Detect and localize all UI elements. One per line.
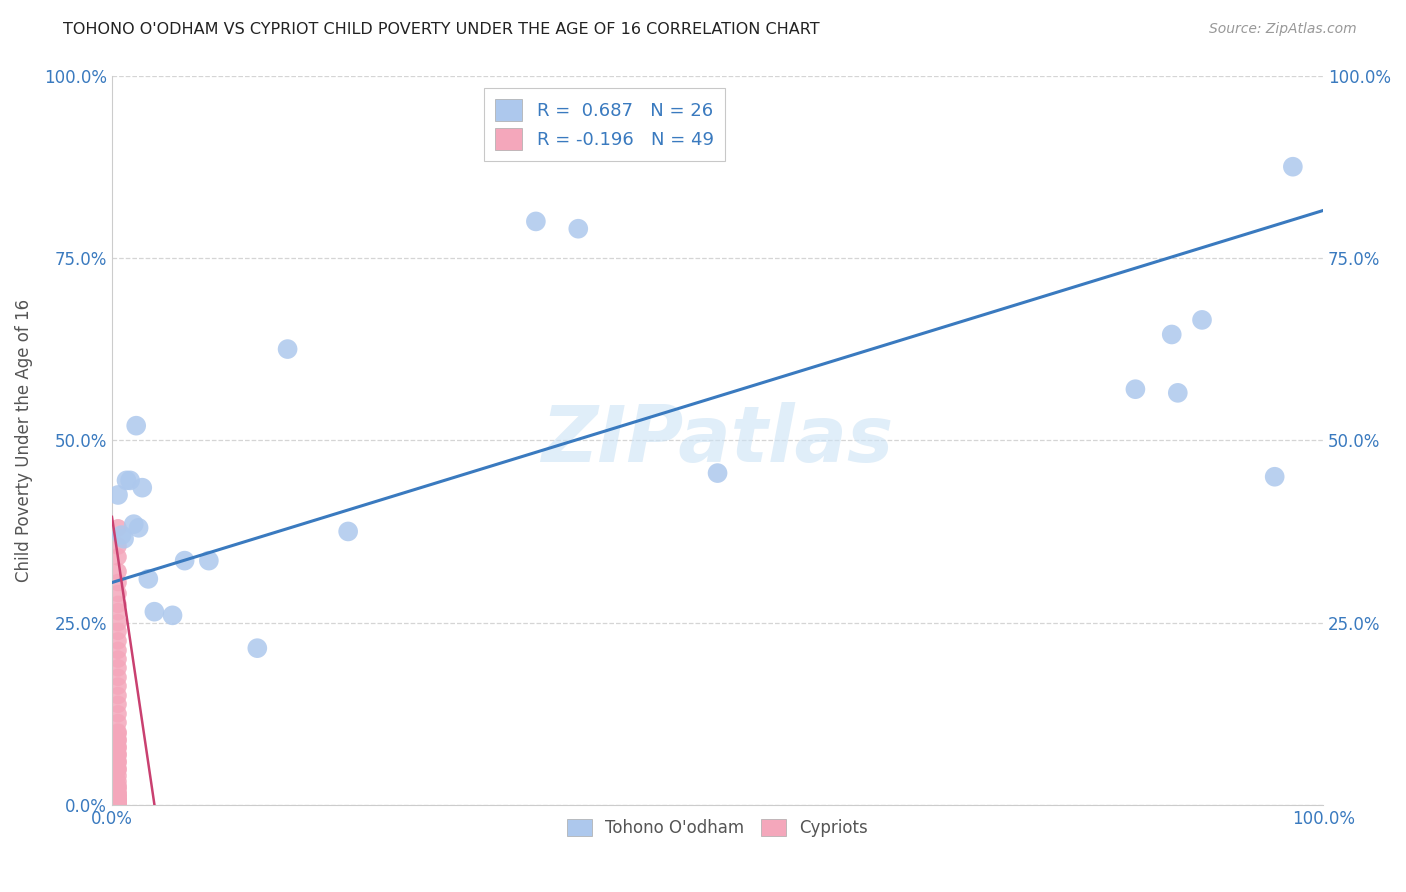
Point [107, 794, 129, 808]
Point [107, 605, 129, 619]
Point [107, 748, 129, 763]
Point [107, 689, 129, 703]
Point [107, 652, 129, 666]
Point [107, 565, 129, 579]
Point [524, 214, 547, 228]
Point [107, 615, 129, 630]
Point [107, 790, 129, 805]
Point [107, 794, 129, 808]
Point [107, 698, 129, 712]
Point [107, 795, 129, 809]
Point [107, 706, 129, 721]
Point [107, 633, 129, 648]
Point [107, 726, 129, 740]
Point [198, 554, 221, 568]
Point [246, 641, 269, 656]
Point [706, 466, 728, 480]
Point [125, 418, 148, 433]
Point [107, 797, 129, 812]
Point [107, 792, 129, 806]
Point [1282, 160, 1305, 174]
Point [107, 747, 129, 761]
Point [1264, 469, 1286, 483]
Point [107, 794, 129, 808]
Point [1160, 327, 1182, 342]
Point [107, 796, 129, 810]
Point [107, 734, 129, 748]
Point [111, 528, 134, 542]
Point [122, 517, 145, 532]
Point [143, 605, 166, 619]
Text: TOHONO O'ODHAM VS CYPRIOT CHILD POVERTY UNDER THE AGE OF 16 CORRELATION CHART: TOHONO O'ODHAM VS CYPRIOT CHILD POVERTY … [63, 22, 820, 37]
Point [136, 572, 159, 586]
Point [107, 521, 129, 535]
Point [107, 789, 129, 804]
Point [1191, 313, 1213, 327]
Point [107, 549, 129, 564]
Point [107, 575, 129, 590]
Point [107, 797, 129, 811]
Point [107, 756, 129, 770]
Point [1167, 385, 1189, 400]
Point [107, 780, 129, 794]
Point [107, 586, 129, 600]
Point [107, 643, 129, 657]
Point [107, 787, 129, 801]
Point [337, 524, 360, 539]
Point [107, 741, 129, 756]
Point [107, 769, 129, 783]
Point [1125, 382, 1147, 396]
Point [107, 787, 129, 801]
Point [107, 539, 129, 553]
Point [107, 488, 129, 502]
Point [567, 221, 589, 235]
Point [173, 554, 195, 568]
Point [107, 762, 129, 776]
Point [115, 474, 138, 488]
Point [107, 679, 129, 693]
Point [162, 608, 184, 623]
Point [107, 661, 129, 675]
Point [107, 739, 129, 754]
Point [107, 763, 129, 777]
Point [107, 598, 129, 612]
Point [128, 521, 150, 535]
Point [107, 732, 129, 747]
Point [107, 715, 129, 730]
Y-axis label: Child Poverty Under the Age of 16: Child Poverty Under the Age of 16 [15, 299, 32, 582]
Point [112, 532, 135, 546]
Point [107, 624, 129, 639]
Point [131, 481, 153, 495]
Point [107, 754, 129, 768]
Point [107, 780, 129, 794]
Point [107, 670, 129, 684]
Text: ZIPatlas: ZIPatlas [541, 402, 894, 478]
Point [120, 474, 142, 488]
Point [277, 342, 299, 356]
Text: Source: ZipAtlas.com: Source: ZipAtlas.com [1209, 22, 1357, 37]
Legend: Tohono O'odham, Cypriots: Tohono O'odham, Cypriots [560, 813, 875, 844]
Point [107, 783, 129, 797]
Point [107, 725, 129, 739]
Point [107, 774, 129, 789]
